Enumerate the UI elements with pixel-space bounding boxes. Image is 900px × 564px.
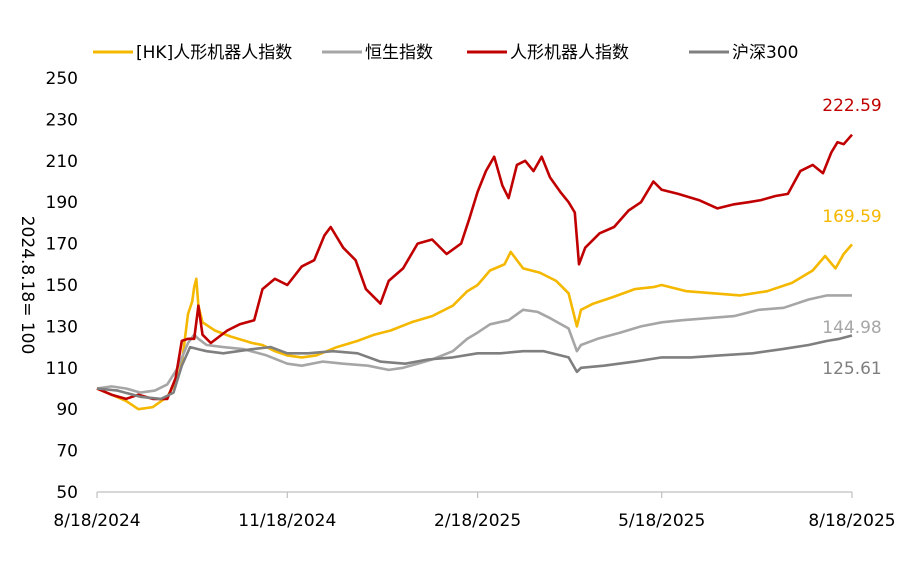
- x-tick-label: 2/18/2025: [434, 511, 521, 531]
- legend-item-label: [HK]人形机器人指数: [136, 43, 292, 63]
- y-tick-label: 90: [56, 400, 78, 420]
- chart-legend: [HK]人形机器人指数 恒生指数 人形机器人指数 沪深300: [93, 43, 798, 63]
- end-value-label: 125.61: [822, 359, 881, 379]
- y-tick-label: 190: [46, 193, 78, 213]
- x-axis: 8/18/2024 11/18/2024 2/18/2025 5/18/2025 8/1…: [53, 491, 896, 531]
- series-lines: [96, 133, 853, 411]
- series-line-1: [96, 294, 852, 394]
- y-axis-label: 2024.8.18= 100: [17, 216, 37, 355]
- x-tick-label: 8/18/2024: [53, 511, 140, 531]
- end-value-label: 144.98: [822, 318, 881, 338]
- series-end-labels: 169.59 144.98 222.59 125.61: [822, 96, 881, 379]
- x-tick-label: 5/18/2025: [618, 511, 705, 531]
- end-value-label: 169.59: [822, 207, 881, 227]
- y-tick-label: 210: [46, 152, 78, 172]
- series-line-0: [96, 243, 853, 411]
- y-tick-label: 170: [46, 235, 78, 255]
- y-tick-label: 150: [46, 276, 78, 296]
- y-tick-label: 230: [46, 110, 78, 130]
- y-tick-label: 50: [56, 483, 78, 503]
- y-tick-label: 250: [46, 69, 78, 89]
- x-tick-label: 8/18/2025: [808, 511, 895, 531]
- series-line-2: [96, 133, 853, 401]
- legend-item-label: 沪深300: [732, 43, 798, 63]
- y-axis: 50 70 90 110 130 150 170 190 210 230 250: [46, 69, 78, 503]
- y-tick-label: 110: [46, 359, 78, 379]
- x-tick-label: 11/18/2024: [238, 511, 336, 531]
- end-value-label: 222.59: [822, 96, 881, 116]
- series-line-3: [96, 334, 853, 401]
- y-tick-label: 70: [56, 442, 78, 462]
- legend-item-label: 恒生指数: [365, 43, 433, 63]
- y-tick-label: 130: [46, 317, 78, 337]
- legend-item-label: 人形机器人指数: [510, 43, 629, 63]
